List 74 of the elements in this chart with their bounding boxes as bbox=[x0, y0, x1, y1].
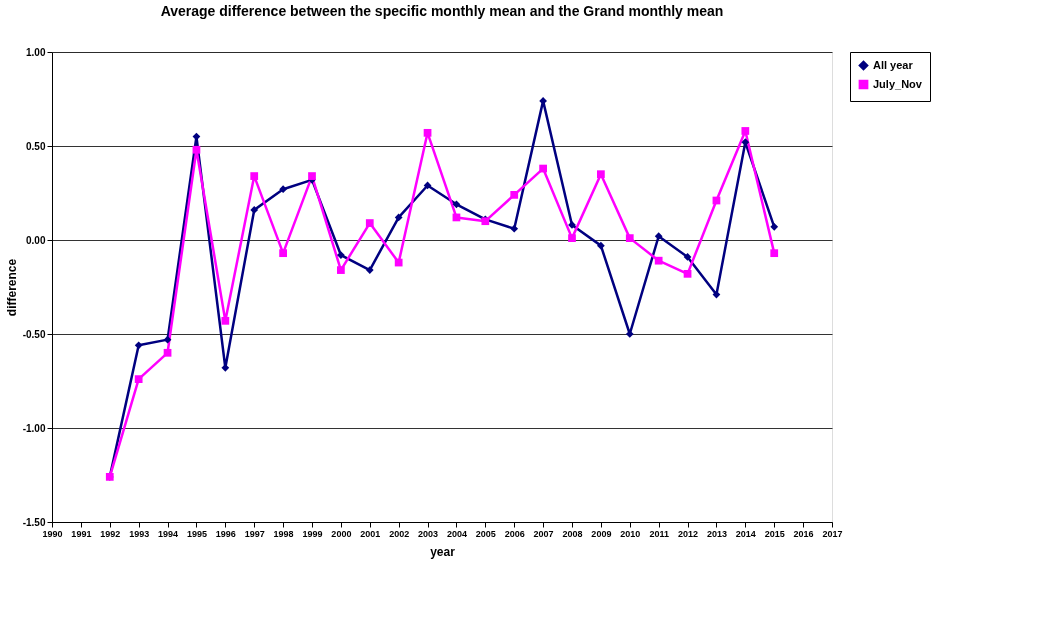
y-tick-label: -1.50 bbox=[22, 516, 46, 528]
x-tick-label: 1994 bbox=[158, 528, 179, 539]
point bbox=[250, 172, 259, 180]
y-tick-label: -0.50 bbox=[22, 328, 46, 340]
x-tick-label: 1992 bbox=[100, 528, 121, 539]
y-axis-title: difference bbox=[4, 258, 19, 317]
point bbox=[163, 348, 172, 357]
point bbox=[163, 335, 172, 344]
point bbox=[250, 206, 259, 214]
x-tick-label: 2011 bbox=[649, 528, 669, 539]
chart-title: Average difference between the specific monthly mean and the Grand monthly mean bbox=[160, 3, 724, 19]
legend-label: All year bbox=[873, 58, 914, 71]
y-tick-label: -1.00 bbox=[22, 422, 46, 434]
x-tick-label: 2007 bbox=[533, 528, 554, 539]
point bbox=[597, 241, 605, 250]
point bbox=[279, 249, 287, 258]
point bbox=[134, 341, 143, 350]
x-tick-label: 1990 bbox=[42, 528, 63, 539]
point bbox=[394, 213, 403, 222]
legend-label: July_Nov bbox=[873, 77, 923, 90]
x-axis-title: year bbox=[430, 544, 456, 559]
x-tick-label: 2009 bbox=[591, 528, 612, 539]
point bbox=[770, 222, 779, 231]
point bbox=[337, 266, 345, 274]
x-tick-label: 2010 bbox=[620, 528, 641, 539]
x-tick-label: 2000 bbox=[331, 528, 352, 539]
point bbox=[683, 253, 692, 261]
point bbox=[510, 191, 519, 199]
x-tick-label: 1995 bbox=[186, 528, 207, 539]
x-tick-label: 1997 bbox=[244, 528, 265, 539]
point bbox=[221, 316, 230, 325]
point bbox=[279, 185, 287, 194]
point bbox=[597, 170, 605, 179]
x-tick-label: 2017 bbox=[822, 528, 843, 539]
point bbox=[365, 219, 374, 227]
point bbox=[654, 232, 663, 241]
point bbox=[539, 97, 547, 105]
point bbox=[625, 330, 634, 338]
point bbox=[510, 224, 519, 233]
x-tick-label: 1993 bbox=[129, 528, 150, 539]
x-tick-label: 1999 bbox=[302, 528, 323, 539]
x-tick-label: 2001 bbox=[360, 528, 381, 539]
point bbox=[625, 234, 634, 242]
x-tick-label: 2003 bbox=[418, 528, 439, 539]
point bbox=[134, 375, 143, 383]
x-tick-label: 2002 bbox=[389, 528, 410, 539]
point bbox=[337, 251, 345, 259]
x-tick-label: 2016 bbox=[793, 528, 814, 539]
point bbox=[770, 249, 779, 258]
x-tick-label: 1998 bbox=[273, 528, 294, 539]
x-tick-label: 2008 bbox=[562, 528, 583, 539]
point bbox=[539, 164, 547, 173]
y-tick-label: 1.00 bbox=[26, 46, 46, 58]
point bbox=[308, 172, 316, 180]
x-tick-label: 2005 bbox=[475, 528, 496, 539]
point bbox=[423, 128, 432, 137]
x-tick-label: 1996 bbox=[215, 528, 236, 539]
point bbox=[568, 234, 576, 242]
point bbox=[365, 266, 374, 274]
y-tick-label: 0.00 bbox=[26, 234, 46, 246]
point bbox=[192, 145, 201, 154]
point bbox=[654, 256, 663, 265]
x-tick-label: 1991 bbox=[71, 528, 92, 539]
x-tick-label: 2006 bbox=[504, 528, 525, 539]
point bbox=[741, 127, 750, 135]
x-tick-label: 2004 bbox=[446, 528, 467, 539]
point bbox=[683, 269, 692, 278]
x-tick-label: 2012 bbox=[678, 528, 699, 539]
point bbox=[394, 258, 403, 267]
x-tick-label: 2014 bbox=[735, 528, 756, 539]
x-tick-label: 2015 bbox=[764, 528, 785, 539]
point bbox=[452, 200, 461, 209]
y-tick-label: 0.50 bbox=[26, 140, 46, 152]
x-tick-label: 2013 bbox=[706, 528, 727, 539]
